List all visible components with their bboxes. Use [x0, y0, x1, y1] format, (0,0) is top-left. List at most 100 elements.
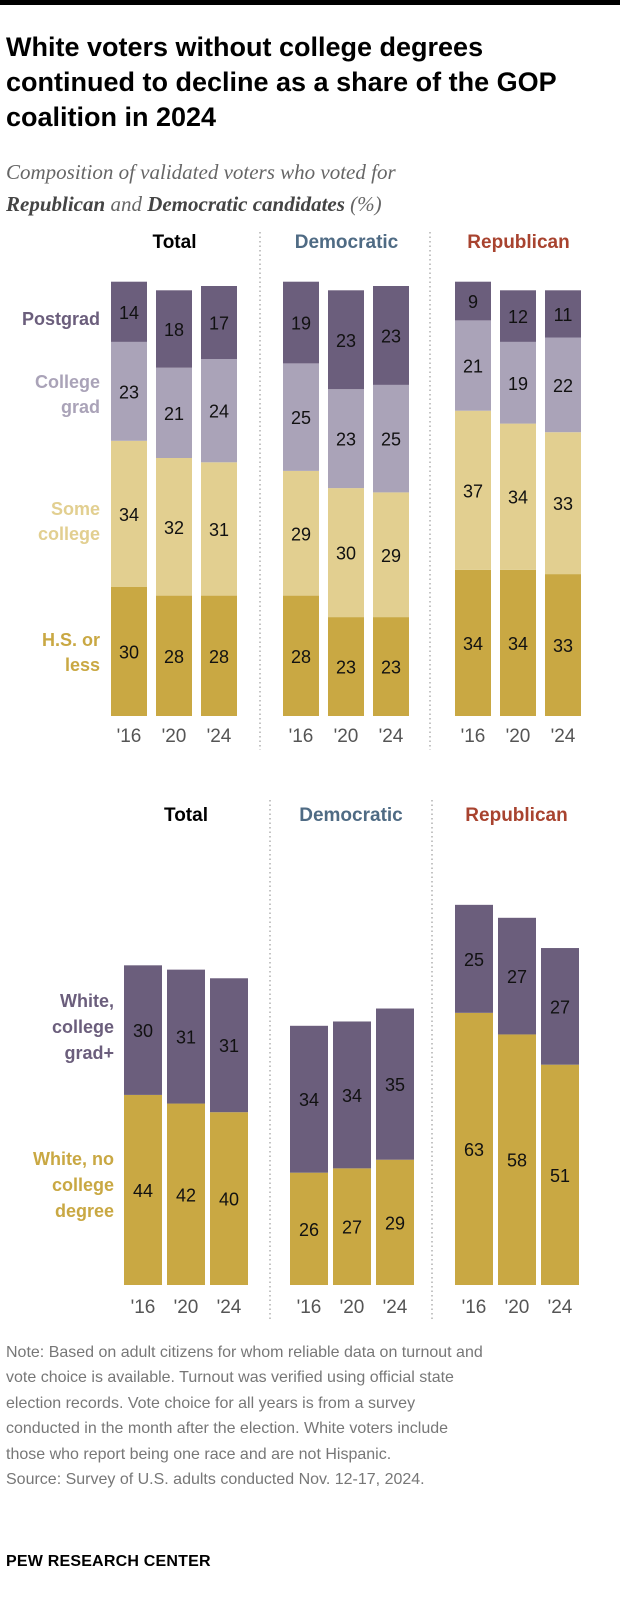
- x-tick-label: '24: [217, 1297, 242, 1318]
- data-label: 24: [209, 402, 229, 422]
- bar-segment-white-no-college-degree: [498, 1034, 536, 1285]
- data-label: 42: [176, 1185, 196, 1205]
- row-label-white-no-college-degree: college: [52, 1175, 114, 1195]
- data-label: 18: [164, 320, 184, 340]
- bar-segment-postgrad: [156, 290, 192, 368]
- data-label: 23: [336, 430, 356, 450]
- bar-segment-white-no-college-degree: [210, 1112, 248, 1285]
- panel-header-democratic: Democratic: [295, 232, 399, 253]
- row-label-white-college-grad: college: [52, 1017, 114, 1037]
- data-label: 30: [119, 643, 139, 663]
- data-label: 31: [209, 520, 229, 540]
- bar-segment-white-no-college-degree: [376, 1159, 414, 1285]
- bar-segment-white-college-grad: [290, 1025, 328, 1173]
- bar-segment-white-college-grad: [498, 917, 536, 1035]
- top-rule: [0, 0, 620, 5]
- x-tick-label: '24: [383, 1297, 408, 1318]
- data-label: 31: [176, 1028, 196, 1048]
- x-tick-label: '20: [340, 1297, 365, 1318]
- bar-segment-white-no-college-degree: [290, 1172, 328, 1285]
- x-tick-label: '20: [162, 726, 187, 747]
- x-tick-label: '20: [174, 1297, 199, 1318]
- note-line: conducted in the month after the electio…: [6, 1420, 449, 1438]
- data-label: 31: [219, 1036, 239, 1056]
- bar-segment-white-no-college-degree: [455, 1012, 493, 1285]
- bar-segment-white-no-college-degree: [124, 1094, 162, 1285]
- bar-segment-white-no-college-degree: [541, 1064, 579, 1285]
- x-tick-label: '24: [379, 726, 404, 747]
- bar-segment-white-college-grad: [167, 969, 205, 1104]
- bar-segment-some-college: [545, 432, 581, 575]
- bar-segment-h-s-or-less: [283, 595, 319, 716]
- bar-segment-h-s-or-less: [328, 617, 364, 716]
- bar-segment-college-grad: [201, 359, 237, 463]
- data-label: 34: [299, 1090, 319, 1110]
- data-label: 63: [464, 1140, 484, 1160]
- bar-segment-postgrad: [283, 281, 319, 364]
- bar-segment-h-s-or-less: [545, 574, 581, 716]
- data-label: 32: [164, 518, 184, 538]
- row-label-white-no-college-degree: White, no: [33, 1149, 114, 1169]
- bar-segment-postgrad: [373, 286, 409, 385]
- data-label: 34: [342, 1086, 362, 1106]
- x-tick-label: '16: [462, 1297, 487, 1318]
- stacked-bar-charts: Postgrad College grad Some college H.S. or les…: [22, 232, 581, 1322]
- data-label: 9: [468, 292, 478, 312]
- data-label: 34: [508, 488, 528, 508]
- panel-header-total: Total: [164, 805, 208, 826]
- bar-segment-h-s-or-less: [455, 569, 491, 716]
- panel-header-republican: Republican: [467, 232, 569, 253]
- data-label: 29: [385, 1213, 405, 1233]
- bar-segment-white-college-grad: [124, 965, 162, 1095]
- data-label: 21: [164, 404, 184, 424]
- x-tick-label: '24: [207, 726, 232, 747]
- bar-segment-white-college-grad: [333, 1021, 371, 1169]
- bar-segment-college-grad: [455, 320, 491, 411]
- data-label: 12: [508, 307, 528, 327]
- data-label: 14: [119, 303, 139, 323]
- data-label: 35: [385, 1075, 405, 1095]
- bar-segment-white-college-grad: [376, 1008, 414, 1160]
- data-label: 30: [133, 1021, 153, 1041]
- data-label: 27: [507, 967, 527, 987]
- row-label-college-grad: College: [35, 372, 100, 392]
- x-tick-label: '16: [117, 726, 142, 747]
- subtitle-democratic: Democratic candidates: [147, 192, 345, 216]
- row-label-h-s-or-less: less: [65, 655, 100, 675]
- bar-segment-postgrad: [111, 281, 147, 342]
- bar-segment-h-s-or-less: [201, 595, 237, 716]
- x-tick-label: '16: [131, 1297, 156, 1318]
- x-tick-label: '24: [548, 1297, 573, 1318]
- subtitle-republican: Republican: [6, 192, 106, 216]
- data-label: 21: [463, 357, 483, 377]
- bar-segment-college-grad: [156, 367, 192, 458]
- panel-header-total: Total: [153, 232, 197, 253]
- data-label: 11: [554, 305, 573, 325]
- data-label: 30: [336, 544, 356, 564]
- data-label: 34: [119, 505, 139, 525]
- bar-segment-college-grad: [500, 341, 536, 424]
- row-label-h-s-or-less: H.S. or: [42, 630, 100, 650]
- data-label: 28: [164, 647, 184, 667]
- subtitle-prefix: Composition of validated voters who vote…: [6, 160, 396, 184]
- data-label: 23: [336, 658, 356, 678]
- bar-segment-some-college: [373, 492, 409, 618]
- data-label: 29: [381, 546, 401, 566]
- x-tick-label: '16: [461, 726, 486, 747]
- row-label-some-college: Some: [51, 499, 100, 519]
- data-label: 37: [463, 481, 483, 501]
- row-label-some-college: college: [38, 524, 100, 544]
- data-label: 23: [381, 326, 401, 346]
- x-tick-label: '16: [297, 1297, 322, 1318]
- bar-segment-white-college-grad: [455, 904, 493, 1013]
- data-label: 23: [381, 658, 401, 678]
- bar-segment-postgrad: [201, 286, 237, 360]
- data-label: 29: [291, 524, 311, 544]
- source-line: Source: Survey of U.S. adults conducted …: [6, 1471, 425, 1489]
- bar-segment-white-no-college-degree: [333, 1168, 371, 1285]
- data-label: 58: [507, 1151, 527, 1171]
- data-label: 19: [508, 374, 528, 394]
- data-label: 51: [550, 1166, 570, 1186]
- bar-segment-college-grad: [545, 337, 581, 433]
- bar-segment-white-no-college-degree: [167, 1103, 205, 1285]
